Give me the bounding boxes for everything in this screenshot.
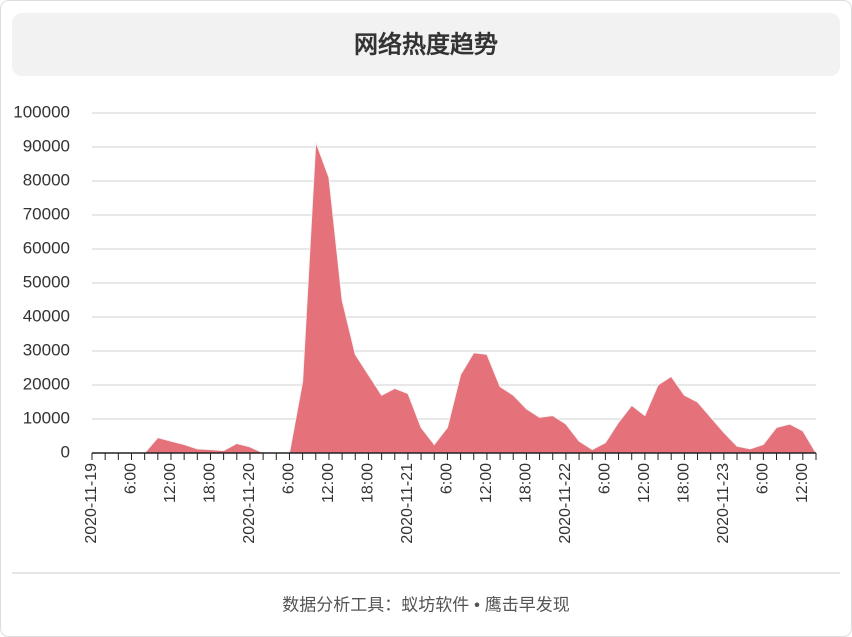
- y-tick-label: 30000: [23, 340, 70, 359]
- x-tick-label: 6:00: [281, 463, 298, 494]
- x-tick-label: 12:00: [478, 463, 495, 503]
- y-tick-label: 50000: [23, 272, 70, 291]
- footer-text: 数据分析工具：蚁坊软件 • 鹰击早发现: [282, 595, 569, 614]
- x-tick-label: 18:00: [202, 463, 219, 503]
- x-tick-label: 6:00: [597, 463, 614, 494]
- x-tick-label: 18:00: [676, 463, 693, 503]
- y-tick-label: 0: [61, 442, 70, 461]
- y-tick-label: 20000: [23, 374, 70, 393]
- x-tick-label: 2020-11-23: [715, 463, 732, 544]
- title-box: [12, 13, 840, 76]
- x-tick-label: 12:00: [320, 463, 337, 503]
- x-tick-label: 18:00: [360, 463, 377, 503]
- y-tick-label: 90000: [23, 136, 70, 155]
- x-tick-label: 18:00: [518, 463, 535, 503]
- y-tick-label: 80000: [23, 170, 70, 189]
- y-tick-label: 100000: [13, 102, 70, 121]
- x-tick-label: 12:00: [636, 463, 653, 503]
- area: [92, 141, 817, 454]
- x-tick-label: 6:00: [123, 463, 140, 494]
- x-tick-label: 2020-11-19: [83, 463, 100, 544]
- y-tick-label: 60000: [23, 238, 70, 257]
- x-tick-label: 12:00: [162, 463, 179, 503]
- x-tick-label: 2020-11-22: [557, 463, 574, 544]
- x-tick-label: 2020-11-20: [241, 463, 258, 544]
- y-tick-label: 10000: [23, 408, 70, 427]
- x-tick-label: 6:00: [439, 463, 456, 494]
- x-tick-label: 2020-11-21: [399, 463, 416, 544]
- y-tick-label: 40000: [23, 306, 70, 325]
- x-tick-label: 6:00: [755, 463, 772, 494]
- chart-title: 网络热度趋势: [354, 30, 498, 58]
- y-tick-label: 70000: [23, 204, 70, 223]
- x-tick-label: 12:00: [794, 463, 811, 503]
